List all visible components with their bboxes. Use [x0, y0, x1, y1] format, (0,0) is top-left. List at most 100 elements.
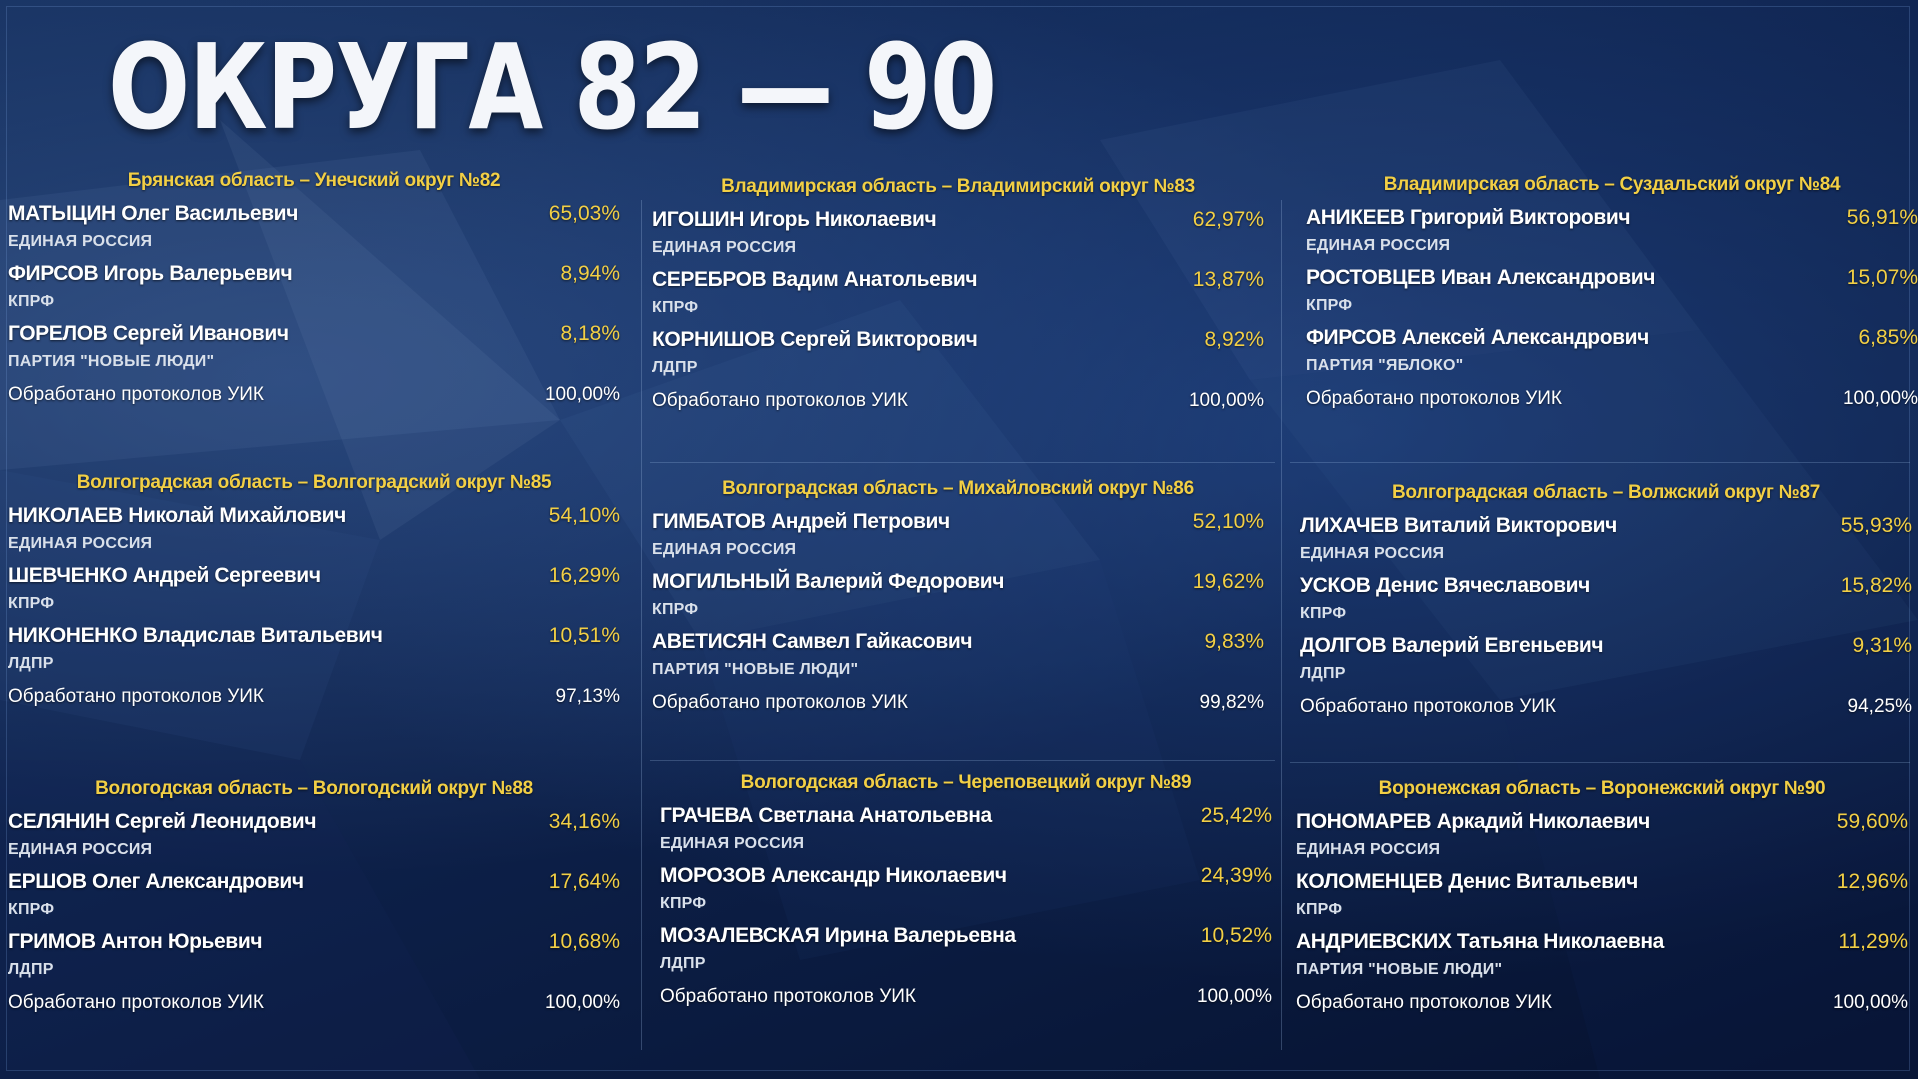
candidate-entry: ГРИМОВ Антон Юрьевич 10,68% ЛДПР [8, 926, 620, 982]
candidate-party: ПАРТИЯ "НОВЫЕ ЛЮДИ" [8, 353, 215, 370]
candidate-percent: 62,97% [1192, 208, 1264, 231]
candidate-name: ГИМБАТОВ Андрей Петрович [652, 510, 950, 533]
candidate-party: ЕДИНАЯ РОССИЯ [1306, 237, 1451, 254]
candidate-party: ПАРТИЯ "НОВЫЕ ЛЮДИ" [1296, 961, 1503, 978]
candidate-entry: СЕРЕБРОВ Вадим Анатольевич 13,87% КПРФ [652, 264, 1264, 320]
candidate-percent: 15,07% [1846, 266, 1918, 289]
candidate-party: ЕДИНАЯ РОССИЯ [1300, 545, 1445, 562]
candidate-party: КПРФ [1300, 605, 1347, 622]
candidate-entry: АНДРИЕВСКИХ Татьяна Николаевна 11,29% ПАР… [1296, 926, 1908, 982]
candidate-percent: 15,82% [1840, 574, 1912, 597]
candidate-name: ПОНОМАРЕВ Аркадий Николаевич [1296, 810, 1650, 833]
protocols-label: Обработано протоколов УИК [652, 692, 908, 713]
page-title: ОКРУГА 82 — 90 [108, 18, 997, 156]
protocols-value: 100,00% [1188, 390, 1264, 411]
candidate-name: МАТЫЦИН Олег Васильевич [8, 202, 298, 225]
candidate-percent: 34,16% [548, 810, 620, 833]
candidate-percent: 9,31% [1852, 634, 1912, 657]
candidate-name: РОСТОВЦЕВ Иван Александрович [1306, 266, 1656, 289]
candidate-name: АНИКЕЕВ Григорий Викторович [1306, 206, 1631, 229]
protocols-row: Обработано протоколов УИК 100,00% [1306, 382, 1918, 416]
candidate-party: ЛДПР [652, 359, 698, 376]
candidate-name: МОГИЛЬНЫЙ Валерий Федорович [652, 570, 1005, 593]
candidate-entry: ФИРСОВ Алексей Александрович 6,85% ПАРТИЯ… [1306, 322, 1918, 378]
candidate-name: ГРИМОВ Антон Юрьевич [8, 930, 263, 953]
candidate-percent: 55,93% [1840, 514, 1912, 537]
candidate-name: КОЛОМЕНЦЕВ Денис Витальевич [1296, 870, 1638, 893]
district-card-82: Брянская область – Унечский округ №82 МА… [8, 168, 620, 458]
candidate-party: КПРФ [8, 293, 55, 310]
candidate-entry: НИКОНЕНКО Владислав Витальевич 10,51% ЛДП… [8, 620, 620, 676]
candidate-party: КПРФ [1296, 901, 1343, 918]
candidate-entry: НИКОЛАЕВ Николай Михайлович 54,10% ЕДИНАЯ… [8, 500, 620, 556]
district-card-87: Волгоградская область – Волжский округ №… [1300, 480, 1912, 770]
protocols-label: Обработано протоколов УИК [8, 686, 264, 707]
candidate-party: ПАРТИЯ "НОВЫЕ ЛЮДИ" [652, 661, 859, 678]
candidate-party: ЕДИНАЯ РОССИЯ [652, 239, 797, 256]
candidate-percent: 8,94% [560, 262, 620, 285]
row-divider-1 [650, 462, 1275, 463]
protocols-row: Обработано протоколов УИК 97,13% [8, 680, 620, 714]
district-card-86: Волгоградская область – Михайловский окр… [652, 476, 1264, 766]
protocols-row: Обработано протоколов УИК 100,00% [1296, 986, 1908, 1020]
district-title: Волгоградская область – Михайловский окр… [722, 478, 1194, 499]
district-title: Вологодская область – Вологодский округ … [95, 778, 533, 799]
candidate-percent: 10,68% [548, 930, 620, 953]
protocols-row: Обработано протоколов УИК 100,00% [652, 384, 1264, 418]
district-title: Брянская область – Унечский округ №82 [127, 170, 501, 191]
candidate-percent: 65,03% [548, 202, 620, 225]
candidate-party: ЕДИНАЯ РОССИЯ [8, 841, 153, 858]
candidate-name: ФИРСОВ Алексей Александрович [1306, 326, 1649, 349]
candidate-party: КПРФ [8, 901, 55, 918]
candidate-percent: 13,87% [1192, 268, 1264, 291]
district-title: Волгоградская область – Волгоградский ок… [76, 472, 552, 493]
candidate-entry: УСКОВ Денис Вячеславович 15,82% КПРФ [1300, 570, 1912, 626]
row-divider-2 [1290, 462, 1910, 463]
candidate-name: ДОЛГОВ Валерий Евгеньевич [1300, 634, 1604, 657]
protocols-label: Обработано протоколов УИК [1300, 696, 1556, 717]
candidate-party: КПРФ [652, 601, 699, 618]
protocols-value: 100,00% [544, 992, 620, 1013]
district-title: Воронежская область – Воронежский округ … [1378, 778, 1826, 799]
candidate-percent: 10,52% [1200, 924, 1272, 947]
candidate-party: КПРФ [652, 299, 699, 316]
district-card-90: Воронежская область – Воронежский округ … [1296, 776, 1908, 1066]
candidate-name: ШЕВЧЕНКО Андрей Сергеевич [8, 564, 321, 587]
candidate-party: ЕДИНАЯ РОССИЯ [8, 233, 153, 250]
candidate-name: МОРОЗОВ Александр Николаевич [660, 864, 1007, 887]
candidate-entry: ДОЛГОВ Валерий Евгеньевич 9,31% ЛДПР [1300, 630, 1912, 686]
candidate-party: КПРФ [1306, 297, 1353, 314]
candidate-entry: ФИРСОВ Игорь Валерьевич 8,94% КПРФ [8, 258, 620, 314]
candidate-entry: ПОНОМАРЕВ Аркадий Николаевич 59,60% ЕДИНА… [1296, 806, 1908, 862]
candidate-name: СЕРЕБРОВ Вадим Анатольевич [652, 268, 978, 291]
candidate-entry: РОСТОВЦЕВ Иван Александрович 15,07% КПРФ [1306, 262, 1918, 318]
candidate-party: КПРФ [8, 595, 55, 612]
candidate-party: ЛДПР [1300, 665, 1346, 682]
candidate-name: АВЕТИСЯН Самвел Гайкасович [652, 630, 973, 653]
candidate-name: МОЗАЛЕВСКАЯ Ирина Валерьевна [660, 924, 1016, 947]
candidate-percent: 8,18% [560, 322, 620, 345]
candidate-percent: 10,51% [548, 624, 620, 647]
candidate-entry: ШЕВЧЕНКО Андрей Сергеевич 16,29% КПРФ [8, 560, 620, 616]
candidate-percent: 17,64% [548, 870, 620, 893]
protocols-value: 100,00% [1196, 986, 1272, 1007]
district-title: Вологодская область – Череповецкий округ… [740, 772, 1192, 793]
district-title: Волгоградская область – Волжский округ №… [1391, 482, 1821, 503]
candidate-name: ЛИХАЧЕВ Виталий Викторович [1300, 514, 1617, 537]
candidate-party: КПРФ [660, 895, 707, 912]
district-card-84: Владимирская область – Суздальский округ… [1306, 172, 1918, 462]
protocols-value: 94,25% [1847, 696, 1912, 717]
district-card-89: Вологодская область – Череповецкий округ… [660, 770, 1272, 1060]
candidate-name: ЕРШОВ Олег Александрович [8, 870, 304, 893]
candidate-entry: МОГИЛЬНЫЙ Валерий Федорович 19,62% КПРФ [652, 566, 1264, 622]
protocols-value: 99,82% [1199, 692, 1264, 713]
candidate-entry: АНИКЕЕВ Григорий Викторович 56,91% ЕДИНАЯ… [1306, 202, 1918, 258]
district-card-85: Волгоградская область – Волгоградский ок… [8, 470, 620, 760]
candidate-percent: 54,10% [548, 504, 620, 527]
candidate-percent: 6,85% [1858, 326, 1918, 349]
candidate-name: ГРАЧЕВА Светлана Анатольевна [660, 804, 992, 827]
candidate-percent: 25,42% [1200, 804, 1272, 827]
row-divider-4 [1290, 762, 1910, 763]
protocols-row: Обработано протоколов УИК 100,00% [8, 378, 620, 412]
candidate-name: ГОРЕЛОВ Сергей Иванович [8, 322, 289, 345]
